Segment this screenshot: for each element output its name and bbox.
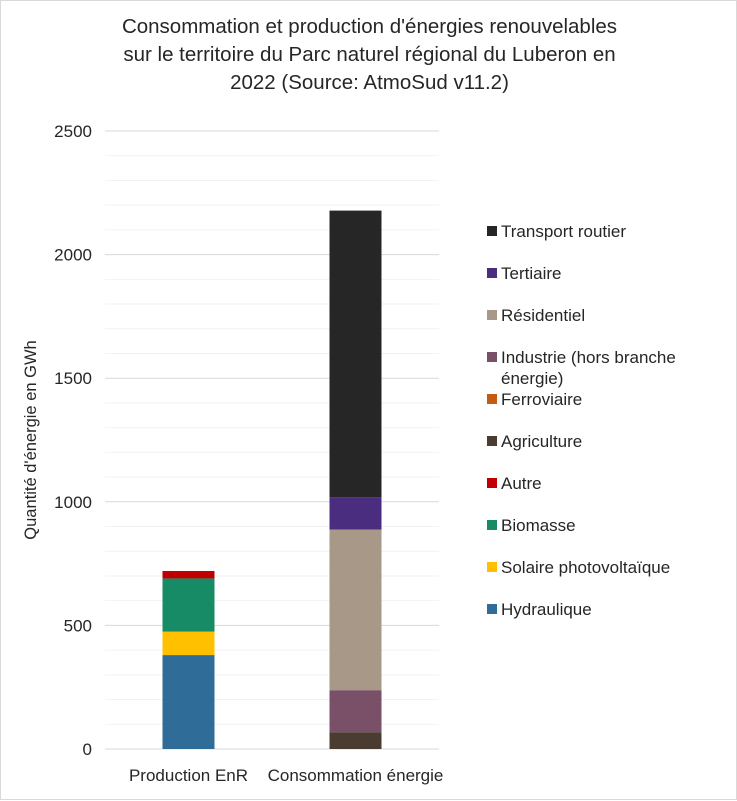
legend-label-hydraulique: Hydraulique (501, 600, 592, 619)
legend-label-tertiaire: Tertiaire (501, 264, 561, 283)
legend-swatch-residentiel (487, 310, 497, 320)
y-tick-label: 2500 (54, 122, 92, 141)
legend-label-residentiel: Résidentiel (501, 306, 585, 325)
legend-swatch-solaire-photovoltaique (487, 562, 497, 572)
bar-consommation-energie-transport-routier (329, 210, 382, 498)
bar-consommation-energie-agriculture (329, 732, 382, 749)
y-tick-label: 2000 (54, 246, 92, 265)
legend-swatch-tertiaire (487, 268, 497, 278)
y-tick-label: 0 (83, 740, 92, 759)
y-axis-label: Quantité d'énergie en GWh (22, 340, 40, 539)
bar-production-enr-solaire-photovoltaique (162, 631, 215, 656)
y-tick-label: 1500 (54, 369, 92, 388)
legend-label-solaire-photovoltaique: Solaire photovoltaïque (501, 558, 670, 577)
legend-swatch-transport-routier (487, 226, 497, 236)
chart-title: Consommation et production d'énergies re… (121, 15, 618, 94)
x-category-label: Production EnR (129, 766, 248, 785)
bar-production-enr-autre (162, 571, 215, 579)
bar-consommation-energie-tertiaire (329, 497, 382, 530)
bar-consommation-energie-industrie-hors-branche-energie (329, 690, 382, 733)
legend-label-agriculture: Agriculture (501, 432, 582, 451)
legend-swatch-ferroviaire (487, 394, 497, 404)
y-tick-label: 1000 (54, 493, 92, 512)
legend-swatch-autre (487, 478, 497, 488)
legend-label-industrie-hors-branche-energie: Industrie (hors branche énergie) (501, 348, 676, 388)
legend-label-transport-routier: Transport routier (501, 222, 626, 241)
legend-label-biomasse: Biomasse (501, 516, 576, 535)
legend-swatch-hydraulique (487, 604, 497, 614)
x-category-label: Consommation énergie (268, 766, 444, 785)
legend-swatch-industrie-hors-branche-energie (487, 352, 497, 362)
legend-swatch-agriculture (487, 436, 497, 446)
bar-production-enr-hydraulique (162, 655, 215, 749)
y-tick-label: 500 (64, 616, 92, 635)
legend-label-autre: Autre (501, 474, 542, 493)
bar-production-enr-biomasse (162, 578, 215, 632)
bar-consommation-energie-residentiel (329, 529, 382, 691)
legend-label-ferroviaire: Ferroviaire (501, 390, 582, 409)
legend-swatch-biomasse (487, 520, 497, 530)
